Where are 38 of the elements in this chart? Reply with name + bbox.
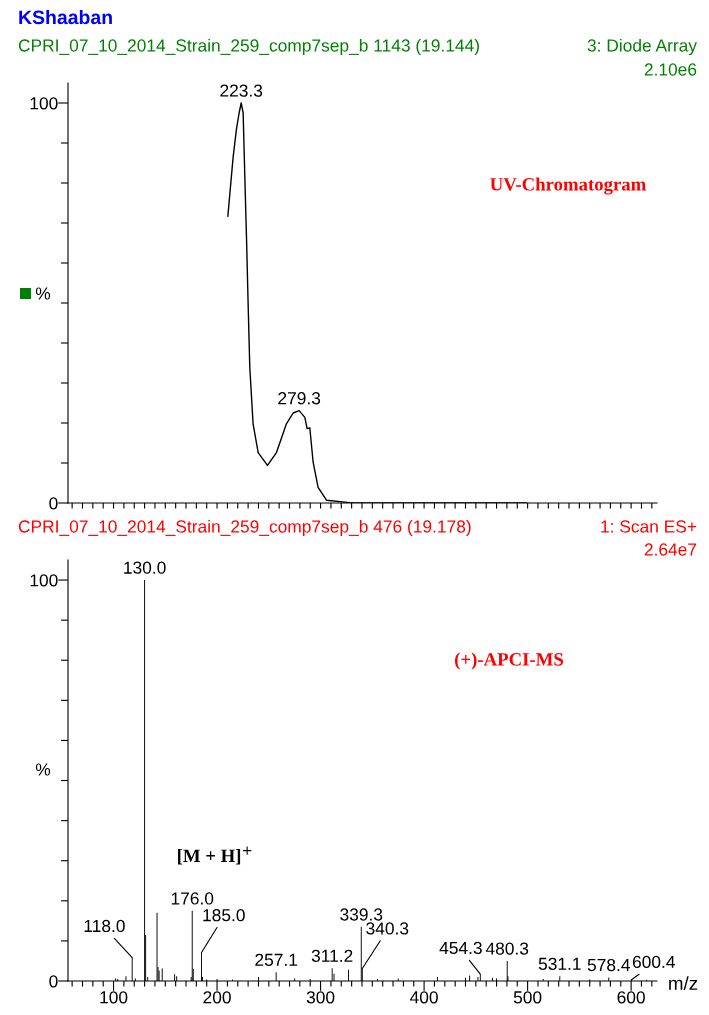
annotation: 185.0 <box>203 909 245 922</box>
x-tick-label: 600 <box>617 991 645 1004</box>
annotation: 130.0 <box>124 561 166 574</box>
annotation: 118.0 <box>84 919 125 933</box>
x-tick-label: 400 <box>410 991 438 1004</box>
chart-title: KShaaban <box>19 9 112 25</box>
y-tick-label: 100 <box>30 97 58 110</box>
y-tick-label: 100 <box>30 574 58 587</box>
annotation: 176.0 <box>171 892 214 905</box>
annotation: (+)-APCI-MS <box>455 652 564 670</box>
annotation: 600.4 <box>632 955 675 969</box>
annotation: 531.1 <box>538 957 581 970</box>
annotation: [M + H]$^{+}$ <box>178 846 252 865</box>
y-axis-title: % <box>35 287 51 300</box>
annotation: 340.3 <box>366 922 409 935</box>
annotation: UV-Chromatogram <box>490 177 646 195</box>
annotation: 578.4 <box>587 958 630 972</box>
x-axis-title: m/z <box>669 976 698 991</box>
annotation: 257.1 <box>255 953 298 966</box>
annotation: 223.3 <box>220 84 263 97</box>
text: 1: Scan ES+ <box>601 520 697 533</box>
x-tick-label: 200 <box>203 991 231 1004</box>
text: 3: Diode Array <box>587 38 697 56</box>
chart-subtitle: CPRI_07_10_2014_Strain_259_comp7sep_b 1143 (19.144) <box>18 38 479 56</box>
annotation: 311.2 <box>311 949 353 962</box>
y-axis-title: % <box>35 763 51 776</box>
annotation: 454.3 <box>439 941 482 955</box>
chart-subtitle: CPRI_07_10_2014_Strain_259_comp7sep_b 476 (19.178) <box>18 519 471 537</box>
annotation: 339.3 <box>340 908 383 921</box>
annotation: 279.3 <box>278 392 321 405</box>
text: 2.10e6 <box>644 63 697 76</box>
annotation: 480.3 <box>485 942 529 955</box>
text: 2.64e7 <box>644 543 697 556</box>
x-tick-label: 100 <box>100 991 128 1004</box>
y-tick-label: 0 <box>49 497 58 510</box>
y-tick-label: 0 <box>49 975 58 988</box>
x-tick-label: 500 <box>513 991 542 1004</box>
x-tick-label: 300 <box>306 991 335 1004</box>
